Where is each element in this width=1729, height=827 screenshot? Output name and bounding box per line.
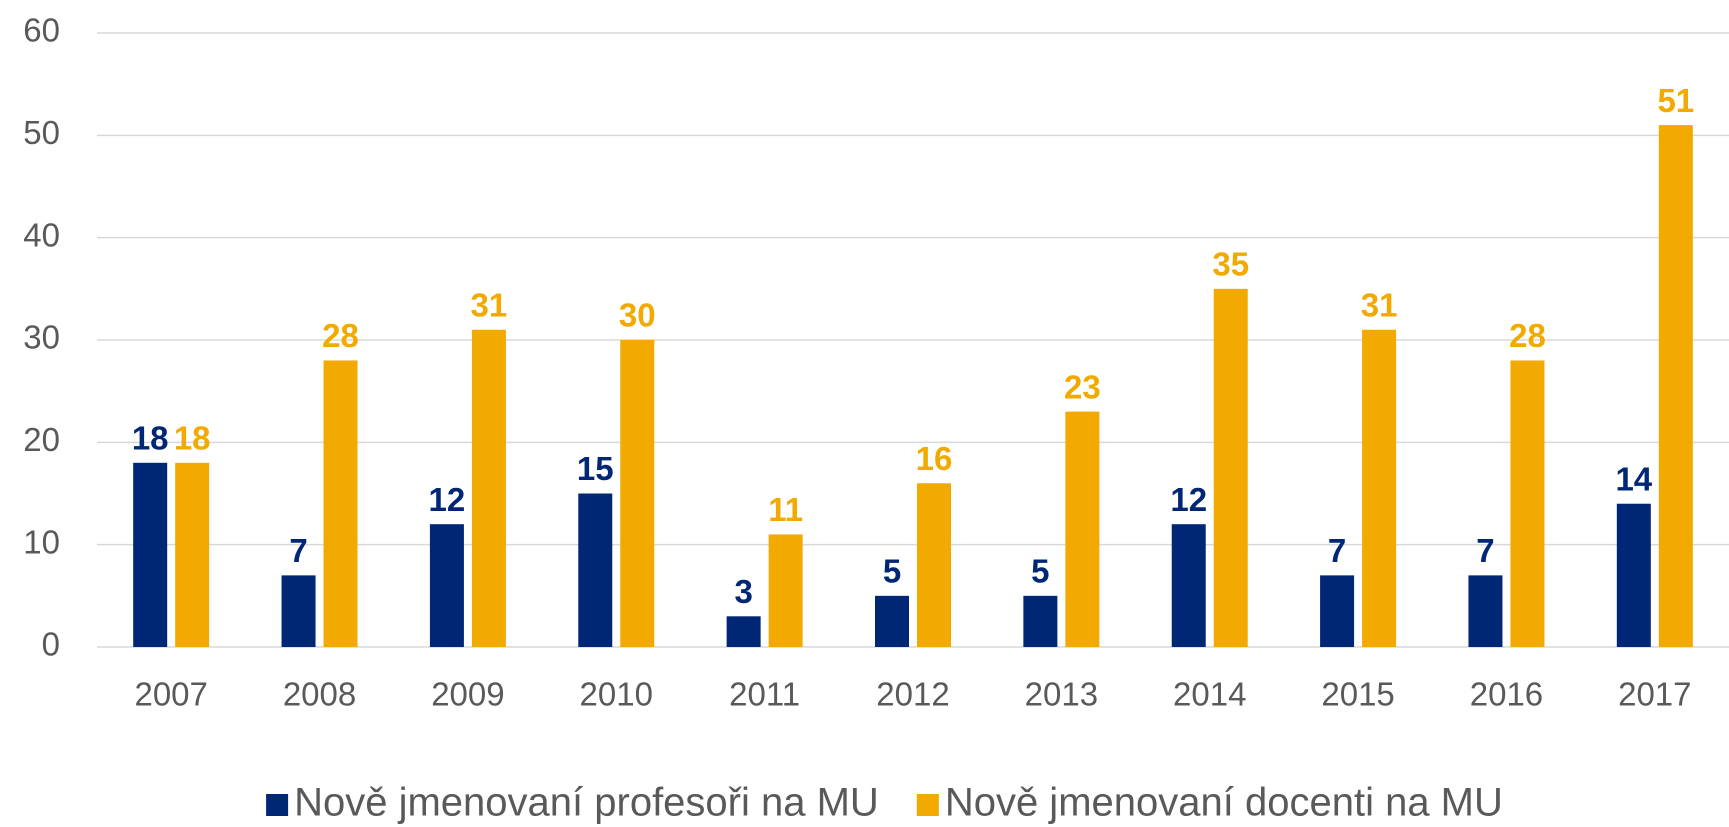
- bar: [1658, 125, 1693, 648]
- value-label: 12: [429, 481, 466, 518]
- bar: [578, 493, 613, 647]
- y-tick-label: 20: [23, 421, 60, 458]
- bar: [1065, 411, 1100, 647]
- value-label: 51: [1657, 82, 1694, 119]
- value-label: 18: [174, 420, 211, 457]
- value-label: 11: [768, 491, 803, 528]
- bar: [1510, 360, 1545, 647]
- value-label: 31: [1361, 286, 1398, 323]
- value-label: 14: [1615, 460, 1652, 497]
- value-label: 5: [883, 553, 901, 590]
- x-tick-label: 2013: [1025, 676, 1098, 713]
- bar: [726, 616, 761, 647]
- bar: [323, 360, 358, 647]
- value-label: 3: [734, 573, 752, 610]
- x-tick-label: 2014: [1173, 676, 1246, 713]
- bar: [1213, 288, 1248, 647]
- value-label: 7: [289, 532, 307, 569]
- y-tick-label: 60: [23, 12, 60, 49]
- value-label: 5: [1031, 553, 1049, 590]
- bar: [768, 534, 803, 647]
- value-label: 30: [619, 297, 656, 334]
- value-label: 7: [1476, 532, 1494, 569]
- x-tick-label: 2010: [580, 676, 653, 713]
- y-tick-label: 0: [42, 626, 60, 663]
- bar: [133, 462, 168, 647]
- x-tick-label: 2016: [1470, 676, 1543, 713]
- legend-swatch: [916, 794, 939, 816]
- legend-label: Nově jmenovaní profesoři na MU: [294, 781, 879, 825]
- value-label: 18: [132, 420, 169, 457]
- x-tick-label: 2012: [876, 676, 949, 713]
- value-label: 15: [577, 450, 614, 487]
- y-tick-label: 30: [23, 319, 60, 356]
- x-tick-label: 2007: [134, 676, 207, 713]
- y-tick-label: 40: [23, 216, 60, 253]
- bar: [917, 483, 951, 647]
- y-tick-label: 50: [23, 114, 60, 151]
- bar: [875, 595, 909, 647]
- x-tick-label: 2008: [283, 676, 356, 713]
- bar: [1023, 595, 1058, 647]
- bar: [281, 575, 316, 647]
- x-tick-label: 2017: [1618, 676, 1691, 713]
- value-label: 12: [1170, 481, 1207, 518]
- bar: [1362, 329, 1397, 647]
- bar: [471, 329, 506, 647]
- bar: [1171, 524, 1206, 647]
- bar: [1468, 575, 1503, 647]
- bar: [429, 524, 464, 647]
- x-tick-label: 2015: [1321, 676, 1394, 713]
- value-label: 35: [1212, 246, 1249, 283]
- value-label: 31: [471, 286, 508, 323]
- y-tick-label: 10: [23, 523, 60, 560]
- value-label: 7: [1328, 532, 1346, 569]
- legend-swatch: [266, 794, 289, 816]
- x-tick-label: 2009: [431, 676, 504, 713]
- value-label: 16: [916, 440, 953, 477]
- bar: [620, 340, 655, 647]
- legend-label: Nově jmenovaní docenti na MU: [945, 781, 1503, 825]
- value-label: 23: [1064, 368, 1101, 405]
- value-label: 28: [1509, 317, 1546, 354]
- x-tick-label: 2011: [729, 676, 800, 713]
- bar: [1320, 575, 1355, 647]
- bar: [175, 462, 210, 647]
- value-label: 28: [322, 317, 359, 354]
- bar: [1616, 503, 1651, 647]
